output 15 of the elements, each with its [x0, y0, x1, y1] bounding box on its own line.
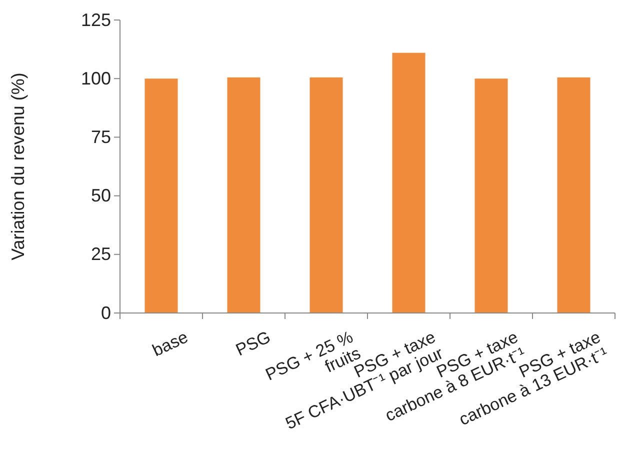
bar: [474, 78, 508, 313]
bar: [557, 77, 590, 313]
y-tick-label: 100: [80, 68, 111, 88]
bar: [227, 77, 260, 313]
x-tick-label: base: [149, 327, 191, 360]
y-tick-label: 25: [90, 244, 111, 264]
y-tick-label: 125: [80, 10, 111, 30]
y-tick-label: 0: [100, 302, 111, 323]
y-tick-label: 50: [90, 186, 111, 206]
bar: [392, 52, 426, 313]
y-axis-title: Variation du revenu (%): [8, 72, 28, 260]
y-tick-label: 75: [90, 126, 111, 147]
bar: [310, 77, 343, 313]
bar: [144, 78, 178, 313]
x-tick-label: PSG: [232, 327, 274, 360]
